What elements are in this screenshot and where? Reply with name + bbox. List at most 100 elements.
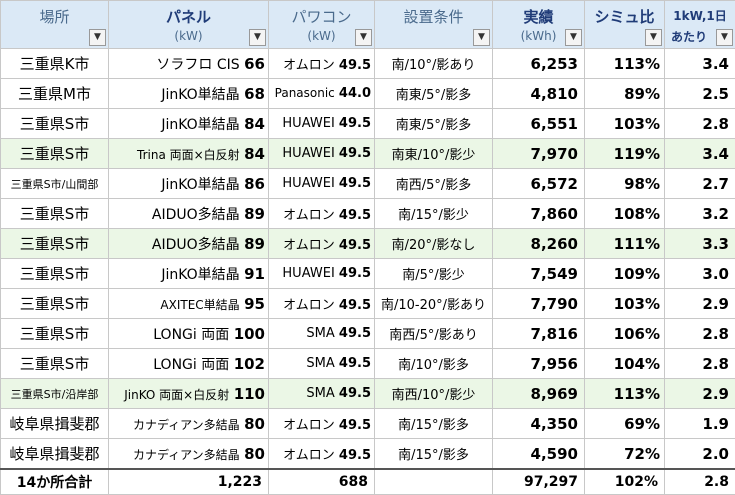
cell-per-kw-day[interactable]: 3.3 bbox=[665, 229, 735, 259]
cell-pcs[interactable]: オムロン 49.5 bbox=[269, 439, 375, 470]
cell-result[interactable]: 6,253 bbox=[493, 49, 585, 79]
cell-pcs[interactable]: オムロン 49.5 bbox=[269, 49, 375, 79]
cell-location[interactable]: 三重県S市 bbox=[1, 289, 109, 319]
cell-location[interactable]: 三重県S市 bbox=[1, 139, 109, 169]
cell-per-kw-day[interactable]: 2.7 bbox=[665, 169, 735, 199]
cell-pcs[interactable]: SMA 49.5 bbox=[269, 349, 375, 379]
cell-result[interactable]: 7,956 bbox=[493, 349, 585, 379]
cell-per-kw-day[interactable]: 3.4 bbox=[665, 139, 735, 169]
cell-sim-ratio[interactable]: 111% bbox=[585, 229, 665, 259]
cell-per-kw-day[interactable]: 2.9 bbox=[665, 289, 735, 319]
cell-location[interactable]: 三重県S市 bbox=[1, 109, 109, 139]
cell-panel[interactable]: LONGi 両面 102 bbox=[109, 349, 269, 379]
filter-dropdown-location[interactable]: ▼ bbox=[89, 29, 106, 46]
cell-sim-ratio[interactable]: 106% bbox=[585, 319, 665, 349]
cell-panel[interactable]: AIDUO多結晶 89 bbox=[109, 199, 269, 229]
cell-sim-ratio[interactable]: 109% bbox=[585, 259, 665, 289]
cell-pcs[interactable]: SMA 49.5 bbox=[269, 379, 375, 409]
cell-result[interactable]: 7,790 bbox=[493, 289, 585, 319]
filter-dropdown-panel[interactable]: ▼ bbox=[249, 29, 266, 46]
cell-panel[interactable]: AXITEC単結晶 95 bbox=[109, 289, 269, 319]
cell-per-kw-day[interactable]: 2.9 bbox=[665, 379, 735, 409]
cell-pcs[interactable]: オムロン 49.5 bbox=[269, 199, 375, 229]
cell-result[interactable]: 7,549 bbox=[493, 259, 585, 289]
cell-location[interactable]: 岐阜県揖斐郡 bbox=[1, 439, 109, 470]
cell-condition[interactable]: 南/10°/影あり bbox=[375, 49, 493, 79]
cell-panel[interactable]: JinKO単結晶 86 bbox=[109, 169, 269, 199]
cell-sim-ratio[interactable]: 113% bbox=[585, 49, 665, 79]
cell-pcs[interactable]: HUAWEI 49.5 bbox=[269, 109, 375, 139]
cell-result[interactable]: 7,970 bbox=[493, 139, 585, 169]
cell-result[interactable]: 4,590 bbox=[493, 439, 585, 470]
cell-panel[interactable]: Trina 両面×白反射 84 bbox=[109, 139, 269, 169]
cell-sim-ratio[interactable]: 119% bbox=[585, 139, 665, 169]
cell-panel[interactable]: JinKO単結晶 68 bbox=[109, 79, 269, 109]
cell-pcs[interactable]: HUAWEI 49.5 bbox=[269, 139, 375, 169]
cell-per-kw-day[interactable]: 2.8 bbox=[665, 349, 735, 379]
filter-dropdown-sim-ratio[interactable]: ▼ bbox=[645, 29, 662, 46]
cell-result[interactable]: 4,810 bbox=[493, 79, 585, 109]
cell-per-kw-day[interactable]: 2.0 bbox=[665, 439, 735, 470]
cell-panel[interactable]: LONGi 両面 100 bbox=[109, 319, 269, 349]
cell-panel[interactable]: AIDUO多結晶 89 bbox=[109, 229, 269, 259]
cell-per-kw-day[interactable]: 3.0 bbox=[665, 259, 735, 289]
cell-pcs[interactable]: SMA 49.5 bbox=[269, 319, 375, 349]
cell-result[interactable]: 6,572 bbox=[493, 169, 585, 199]
cell-pcs[interactable]: HUAWEI 49.5 bbox=[269, 259, 375, 289]
filter-dropdown-pcs[interactable]: ▼ bbox=[355, 29, 372, 46]
cell-condition[interactable]: 南東/10°/影少 bbox=[375, 139, 493, 169]
cell-location[interactable]: 三重県S市/山間部 bbox=[1, 169, 109, 199]
cell-pcs[interactable]: Panasonic 44.0 bbox=[269, 79, 375, 109]
cell-sim-ratio[interactable]: 103% bbox=[585, 289, 665, 319]
cell-condition[interactable]: 南/10-20°/影あり bbox=[375, 289, 493, 319]
cell-pcs[interactable]: オムロン 49.5 bbox=[269, 289, 375, 319]
cell-sim-ratio[interactable]: 113% bbox=[585, 379, 665, 409]
cell-per-kw-day[interactable]: 3.2 bbox=[665, 199, 735, 229]
cell-sim-ratio[interactable]: 108% bbox=[585, 199, 665, 229]
cell-result[interactable]: 7,860 bbox=[493, 199, 585, 229]
cell-pcs[interactable]: HUAWEI 49.5 bbox=[269, 169, 375, 199]
cell-panel[interactable]: カナディアン多結晶 80 bbox=[109, 439, 269, 470]
cell-sim-ratio[interactable]: 69% bbox=[585, 409, 665, 439]
cell-condition[interactable]: 南/10°/影多 bbox=[375, 349, 493, 379]
cell-condition[interactable]: 南西/5°/影多 bbox=[375, 169, 493, 199]
cell-condition[interactable]: 南西/10°/影少 bbox=[375, 379, 493, 409]
cell-per-kw-day[interactable]: 2.8 bbox=[665, 109, 735, 139]
cell-condition[interactable]: 南東/5°/影多 bbox=[375, 109, 493, 139]
cell-location[interactable]: 三重県S市/沿岸部 bbox=[1, 379, 109, 409]
cell-sim-ratio[interactable]: 89% bbox=[585, 79, 665, 109]
cell-per-kw-day[interactable]: 3.4 bbox=[665, 49, 735, 79]
cell-pcs[interactable]: オムロン 49.5 bbox=[269, 409, 375, 439]
cell-location[interactable]: 三重県M市 bbox=[1, 79, 109, 109]
cell-result[interactable]: 7,816 bbox=[493, 319, 585, 349]
cell-result[interactable]: 8,260 bbox=[493, 229, 585, 259]
cell-panel[interactable]: ソラフロ CIS 66 bbox=[109, 49, 269, 79]
cell-per-kw-day[interactable]: 2.8 bbox=[665, 319, 735, 349]
cell-result[interactable]: 8,969 bbox=[493, 379, 585, 409]
cell-location[interactable]: 三重県K市 bbox=[1, 49, 109, 79]
cell-condition[interactable]: 南東/5°/影多 bbox=[375, 79, 493, 109]
cell-condition[interactable]: 南/5°/影少 bbox=[375, 259, 493, 289]
cell-per-kw-day[interactable]: 1.9 bbox=[665, 409, 735, 439]
cell-sim-ratio[interactable]: 104% bbox=[585, 349, 665, 379]
cell-panel[interactable]: JinKO単結晶 91 bbox=[109, 259, 269, 289]
cell-sim-ratio[interactable]: 103% bbox=[585, 109, 665, 139]
cell-location[interactable]: 三重県S市 bbox=[1, 319, 109, 349]
cell-sim-ratio[interactable]: 98% bbox=[585, 169, 665, 199]
cell-location[interactable]: 三重県S市 bbox=[1, 259, 109, 289]
filter-dropdown-result[interactable]: ▼ bbox=[565, 29, 582, 46]
cell-panel[interactable]: JinKO単結晶 84 bbox=[109, 109, 269, 139]
cell-condition[interactable]: 南/15°/影少 bbox=[375, 199, 493, 229]
filter-dropdown-per-kw[interactable]: ▼ bbox=[716, 29, 733, 46]
cell-result[interactable]: 4,350 bbox=[493, 409, 585, 439]
cell-condition[interactable]: 南/20°/影なし bbox=[375, 229, 493, 259]
cell-panel[interactable]: JinKO 両面×白反射 110 bbox=[109, 379, 269, 409]
cell-panel[interactable]: カナディアン多結晶 80 bbox=[109, 409, 269, 439]
cell-pcs[interactable]: オムロン 49.5 bbox=[269, 229, 375, 259]
cell-condition[interactable]: 南/15°/影多 bbox=[375, 439, 493, 470]
cell-sim-ratio[interactable]: 72% bbox=[585, 439, 665, 470]
cell-location[interactable]: 三重県S市 bbox=[1, 199, 109, 229]
cell-location[interactable]: 三重県S市 bbox=[1, 349, 109, 379]
cell-per-kw-day[interactable]: 2.5 bbox=[665, 79, 735, 109]
cell-location[interactable]: 三重県S市 bbox=[1, 229, 109, 259]
